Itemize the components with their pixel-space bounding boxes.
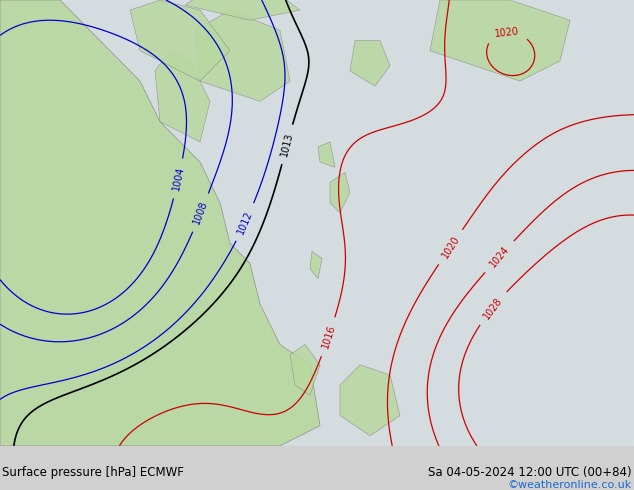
- Polygon shape: [0, 0, 320, 446]
- Polygon shape: [350, 41, 390, 86]
- Polygon shape: [290, 344, 320, 395]
- Polygon shape: [185, 0, 300, 20]
- Text: Surface pressure [hPa] ECMWF: Surface pressure [hPa] ECMWF: [2, 466, 184, 479]
- Text: 1020: 1020: [440, 234, 462, 260]
- Text: 1004: 1004: [171, 166, 186, 192]
- Text: ©weatheronline.co.uk: ©weatheronline.co.uk: [508, 480, 632, 490]
- Text: 1024: 1024: [488, 244, 511, 270]
- Polygon shape: [340, 365, 400, 436]
- Polygon shape: [130, 0, 230, 81]
- Text: 1028: 1028: [481, 295, 504, 321]
- Text: 1013: 1013: [280, 131, 295, 157]
- Polygon shape: [195, 10, 290, 101]
- Polygon shape: [430, 0, 570, 81]
- Text: 1008: 1008: [191, 199, 210, 226]
- Text: Sa 04-05-2024 12:00 UTC (00+84): Sa 04-05-2024 12:00 UTC (00+84): [429, 466, 632, 479]
- Polygon shape: [318, 142, 335, 167]
- Text: 1020: 1020: [494, 26, 519, 39]
- Polygon shape: [310, 251, 322, 279]
- Polygon shape: [155, 50, 210, 142]
- Text: 1016: 1016: [320, 323, 337, 350]
- Polygon shape: [330, 172, 350, 213]
- Text: 1012: 1012: [236, 209, 255, 235]
